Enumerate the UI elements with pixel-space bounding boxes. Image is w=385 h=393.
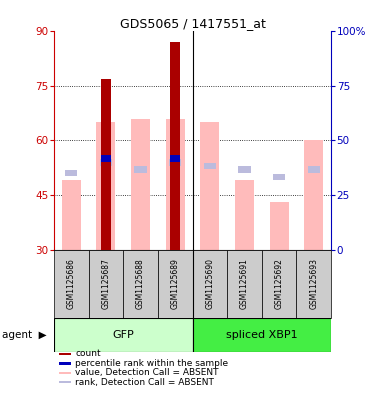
Bar — [123, 250, 158, 318]
Bar — [134, 166, 147, 173]
Bar — [204, 163, 216, 169]
Text: value, Detection Call = ABSENT: value, Detection Call = ABSENT — [75, 368, 219, 377]
Bar — [89, 250, 123, 318]
Bar — [235, 180, 254, 250]
Text: GSM1125687: GSM1125687 — [101, 259, 110, 309]
Bar — [273, 174, 285, 180]
Text: spliced XBP1: spliced XBP1 — [226, 330, 298, 340]
Text: GSM1125690: GSM1125690 — [205, 259, 214, 309]
Bar — [131, 119, 150, 250]
Bar — [101, 155, 111, 162]
Bar — [96, 122, 116, 250]
Text: GSM1125693: GSM1125693 — [309, 259, 318, 309]
Bar — [192, 318, 331, 352]
Bar — [308, 166, 320, 173]
Title: GDS5065 / 1417551_at: GDS5065 / 1417551_at — [120, 17, 265, 30]
Bar — [158, 250, 192, 318]
Bar — [170, 155, 180, 162]
Bar — [59, 372, 72, 374]
Bar — [59, 362, 72, 365]
Bar — [296, 250, 331, 318]
Bar — [62, 180, 81, 250]
Bar — [238, 166, 251, 173]
Bar — [59, 381, 72, 384]
Text: rank, Detection Call = ABSENT: rank, Detection Call = ABSENT — [75, 378, 214, 387]
Bar — [166, 119, 185, 250]
Bar — [192, 250, 227, 318]
Bar — [54, 250, 89, 318]
Bar — [59, 353, 72, 355]
Text: GSM1125691: GSM1125691 — [240, 259, 249, 309]
Text: GFP: GFP — [112, 330, 134, 340]
Bar — [169, 159, 181, 165]
Bar — [227, 250, 262, 318]
Text: percentile rank within the sample: percentile rank within the sample — [75, 359, 228, 368]
Text: GSM1125686: GSM1125686 — [67, 259, 76, 309]
Text: agent  ▶: agent ▶ — [2, 330, 46, 340]
Text: GSM1125688: GSM1125688 — [136, 259, 145, 309]
Bar — [54, 318, 192, 352]
Bar — [262, 250, 296, 318]
Bar — [170, 42, 180, 250]
Bar — [270, 202, 289, 250]
Text: GSM1125689: GSM1125689 — [171, 259, 180, 309]
Bar — [100, 159, 112, 165]
Bar — [200, 122, 219, 250]
Text: GSM1125692: GSM1125692 — [275, 259, 284, 309]
Bar — [101, 79, 111, 250]
Bar — [65, 170, 77, 176]
Bar — [304, 140, 323, 250]
Text: count: count — [75, 349, 101, 358]
